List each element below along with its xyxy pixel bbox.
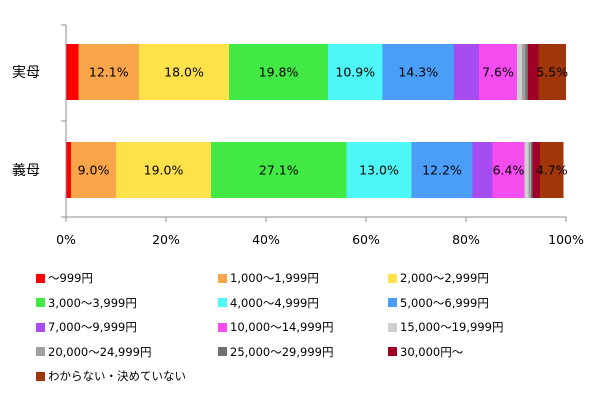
bar-segment bbox=[479, 44, 517, 100]
data-label: 7.6% bbox=[482, 65, 514, 80]
bar-segment bbox=[525, 44, 528, 100]
bar-segment bbox=[528, 142, 531, 198]
data-label: 27.1% bbox=[259, 163, 299, 178]
bar-segment bbox=[538, 44, 566, 100]
bar-group bbox=[66, 44, 566, 198]
data-label: 19.8% bbox=[259, 65, 299, 80]
bar-segment bbox=[540, 142, 564, 198]
bar-segment bbox=[532, 142, 540, 198]
bar-segment bbox=[411, 142, 473, 198]
x-tick-label: 100% bbox=[548, 232, 584, 247]
category-label: 義母 bbox=[12, 162, 40, 179]
bar-segment bbox=[524, 142, 529, 198]
bar-segment bbox=[328, 44, 383, 100]
bar-segment bbox=[116, 142, 211, 198]
bar-segment bbox=[66, 142, 71, 198]
data-label: 5.5% bbox=[536, 65, 568, 80]
data-label: 4.7% bbox=[536, 163, 568, 178]
bar-segment bbox=[528, 44, 539, 100]
bar-segment bbox=[66, 44, 79, 100]
bar-segment bbox=[492, 142, 525, 198]
bar-segment bbox=[517, 44, 522, 100]
x-tick-label: 0% bbox=[56, 232, 76, 247]
category-label: 実母 bbox=[12, 65, 40, 81]
x-tick-label: 20% bbox=[152, 232, 180, 247]
data-label: 10.9% bbox=[335, 65, 375, 80]
x-tick-label: 60% bbox=[352, 232, 380, 247]
bar-segment bbox=[139, 44, 229, 100]
bar-segment bbox=[211, 142, 347, 198]
bar-segment bbox=[531, 142, 533, 198]
x-tick-label: 80% bbox=[452, 232, 480, 247]
bar-segment bbox=[229, 44, 328, 100]
bar-segment bbox=[71, 142, 116, 198]
data-label: 13.0% bbox=[359, 163, 399, 178]
bar-segment bbox=[522, 44, 526, 100]
bar-segment bbox=[472, 142, 493, 198]
bar-segment bbox=[78, 44, 139, 100]
data-label: 6.4% bbox=[493, 163, 525, 178]
x-tick-label: 40% bbox=[252, 232, 280, 247]
data-label: 12.2% bbox=[422, 163, 462, 178]
bar-segment bbox=[346, 142, 412, 198]
data-label: 12.1% bbox=[89, 65, 129, 80]
data-label: 14.3% bbox=[398, 65, 438, 80]
bar-segment bbox=[382, 44, 454, 100]
data-label: 19.0% bbox=[144, 163, 184, 178]
bar-segment bbox=[454, 44, 479, 100]
data-label: 18.0% bbox=[164, 65, 204, 80]
data-label: 9.0% bbox=[78, 163, 110, 178]
data-label-group: 12.1% 18.0% 19.8% 10.9% 14.3% 7.6% 5.5% 9.0% 19.… bbox=[78, 65, 569, 178]
